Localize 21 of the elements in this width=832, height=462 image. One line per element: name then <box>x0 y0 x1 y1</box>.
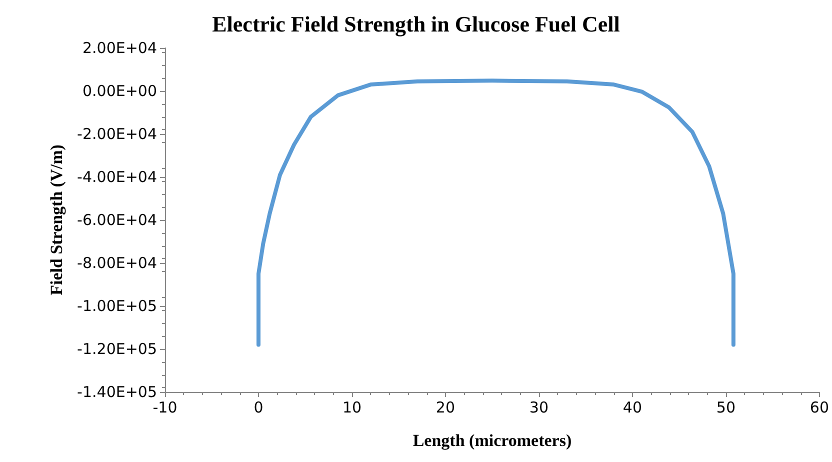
x-tick-label: 0 <box>254 398 264 416</box>
y-axis-title: Field Strength (V/m) <box>47 144 66 296</box>
y-tick-label: -1.00E+05 <box>77 297 157 315</box>
x-tick-label: 50 <box>716 398 736 416</box>
x-tick-label: -10 <box>152 398 178 416</box>
y-tick-label: -1.20E+05 <box>77 340 157 358</box>
x-tick-label: 40 <box>622 398 642 416</box>
line-series <box>256 78 736 347</box>
y-tick-label: -2.00E+04 <box>77 125 157 143</box>
y-tick-label: 2.00E+04 <box>82 39 157 57</box>
chart-title: Electric Field Strength in Glucose Fuel Cell <box>212 12 620 36</box>
x-axis-title: Length (micrometers) <box>412 431 572 450</box>
x-tick-label: 30 <box>529 398 549 416</box>
y-tick-label: -6.00E+04 <box>77 211 157 229</box>
x-tick-label: 10 <box>342 398 362 416</box>
x-tick-label: 60 <box>810 398 830 416</box>
x-tick-label: 20 <box>436 398 456 416</box>
y-tick-label: -8.00E+04 <box>77 254 157 272</box>
y-tick-label: -1.40E+05 <box>77 383 157 401</box>
y-tick-label: -4.00E+04 <box>77 168 157 186</box>
y-tick-label: 0.00E+00 <box>82 82 157 100</box>
